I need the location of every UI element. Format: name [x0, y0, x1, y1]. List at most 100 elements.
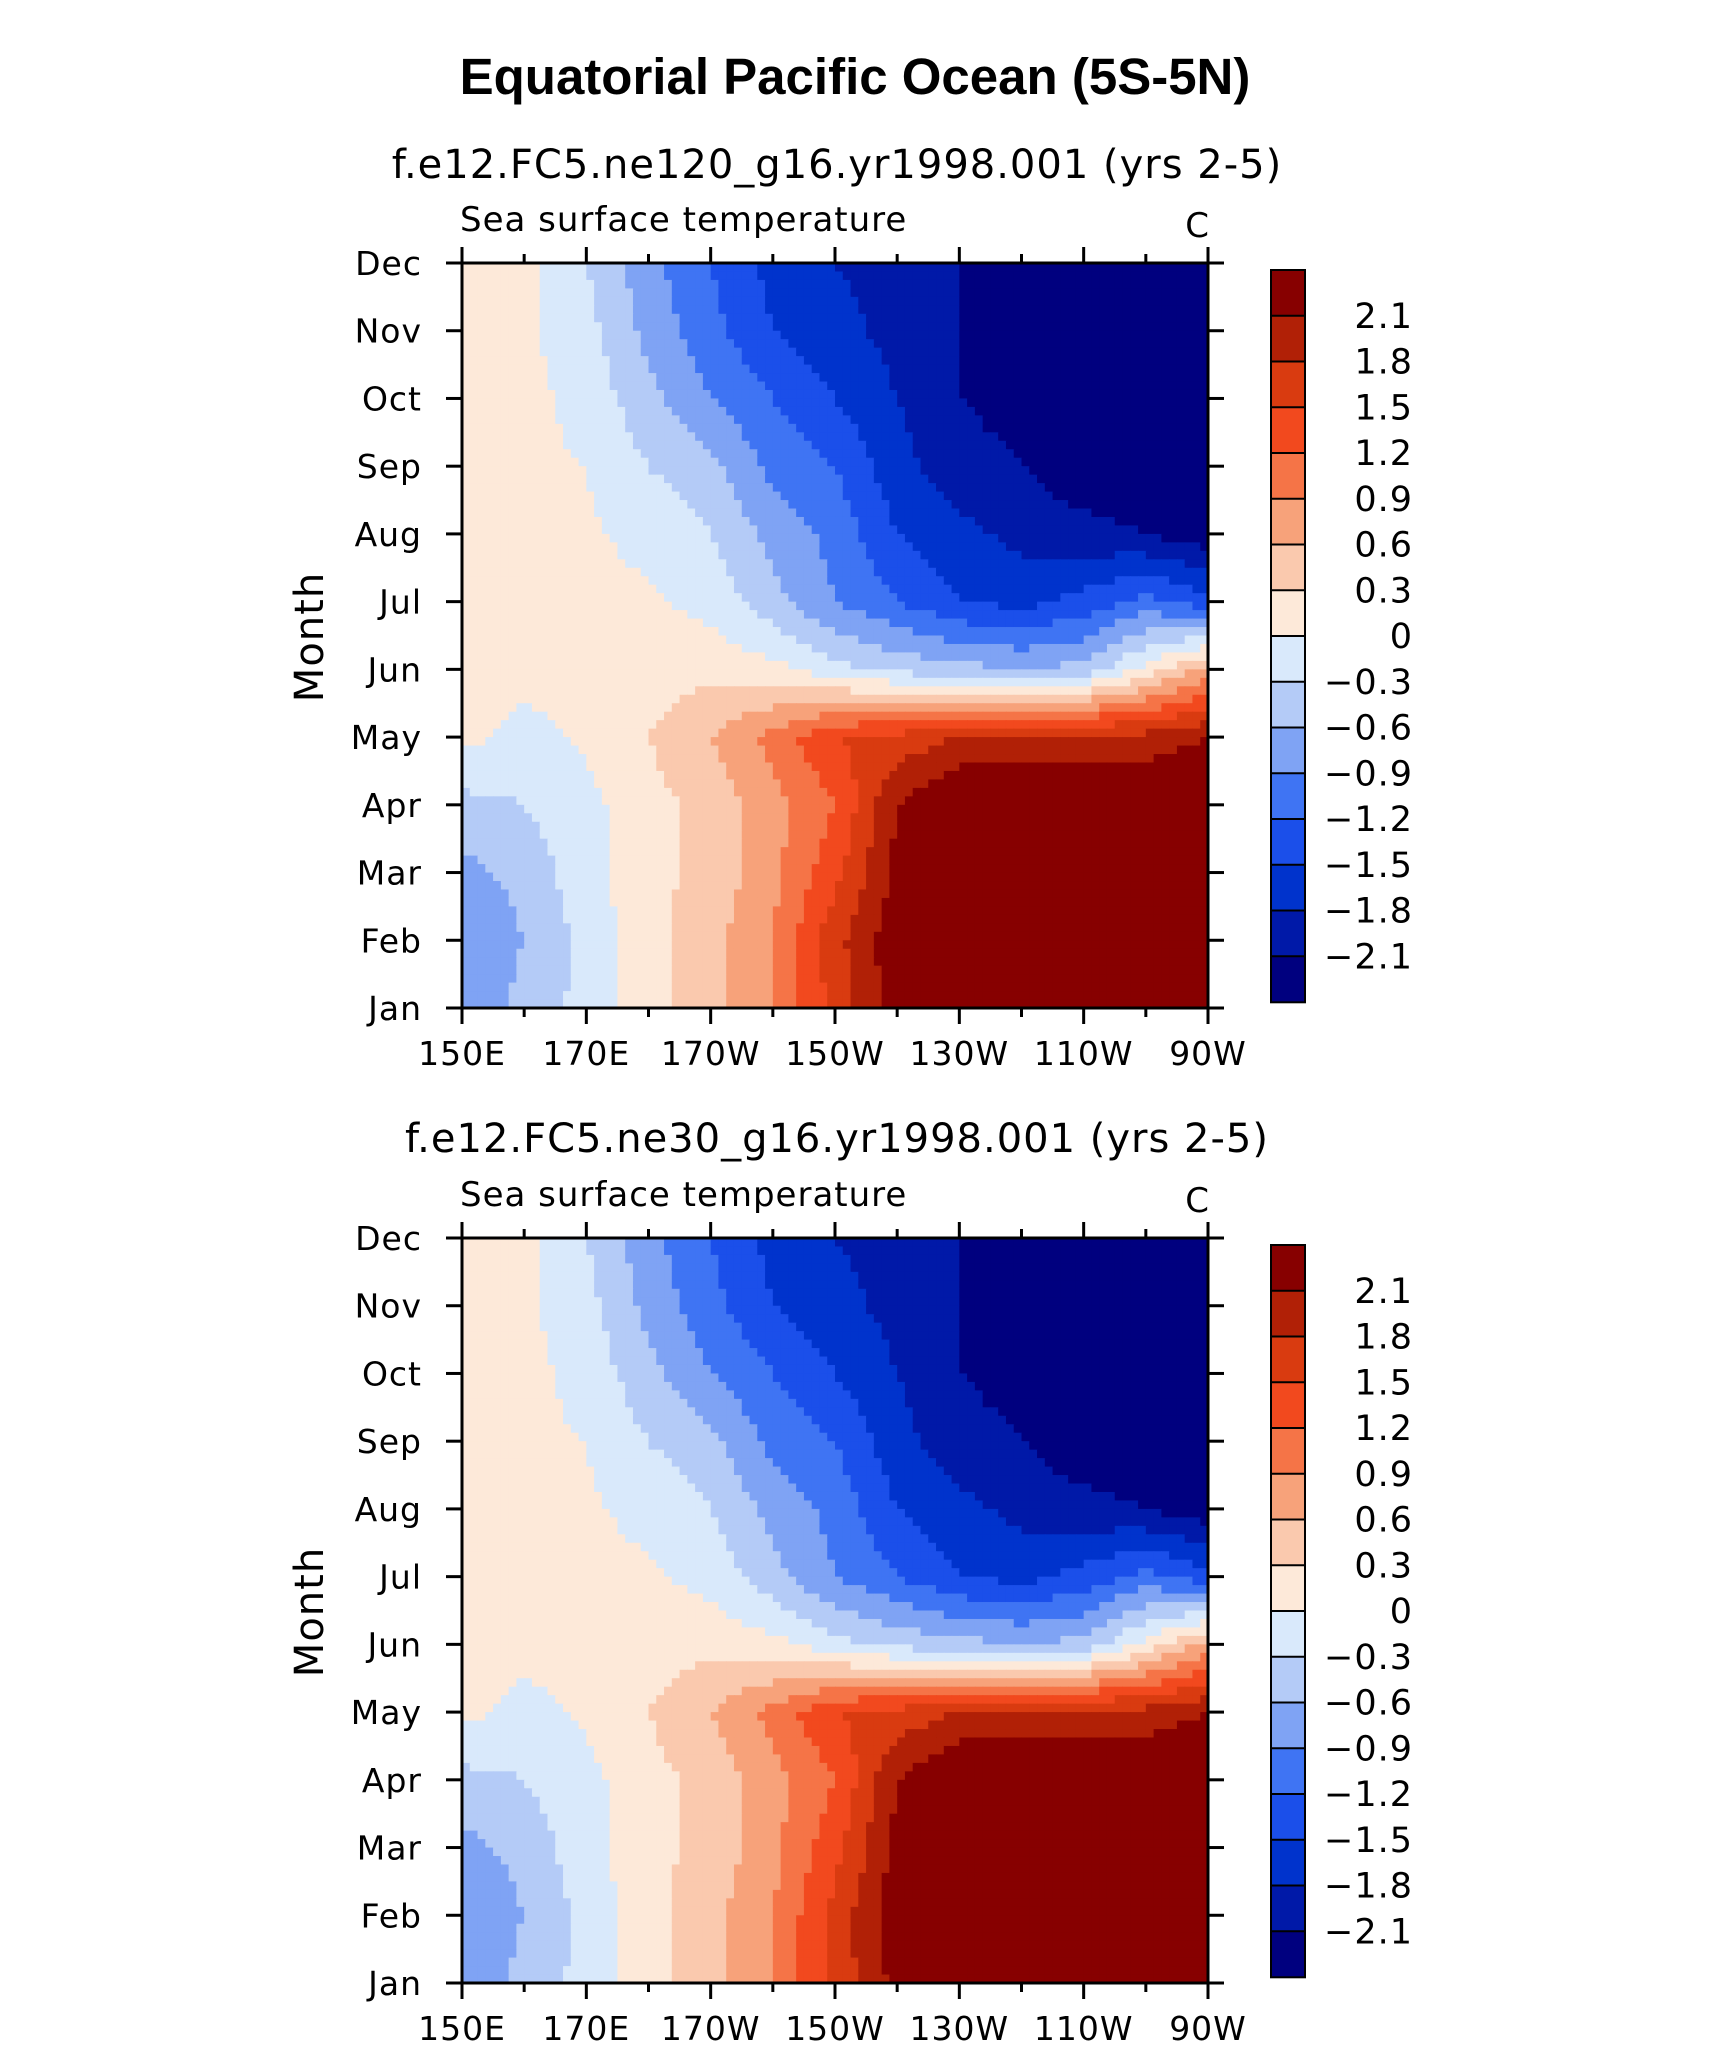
contour-cell — [974, 550, 984, 560]
contour-cell — [469, 364, 479, 374]
contour-cell — [788, 550, 797, 560]
contour-cell — [990, 643, 999, 654]
contour-cell — [1192, 296, 1201, 306]
contour-cell — [835, 635, 844, 645]
contour-cell — [687, 296, 696, 306]
contour-cell — [469, 288, 479, 298]
contour-cell — [772, 669, 782, 679]
contour-cell — [1169, 423, 1178, 433]
contour-cell — [1052, 584, 1061, 594]
contour-cell — [671, 500, 681, 510]
contour-cell — [974, 491, 984, 501]
contour-cell — [1068, 279, 1077, 289]
contour-cell — [1184, 364, 1194, 374]
contour-cell — [570, 508, 580, 518]
contour-cell — [1176, 660, 1186, 670]
contour-cell — [1130, 483, 1139, 493]
contour-cell — [936, 584, 945, 594]
contour-cell — [1161, 669, 1170, 679]
contour-cell — [1083, 550, 1093, 560]
contour-cell — [500, 483, 510, 493]
contour-cell — [586, 508, 595, 518]
contour-cell — [873, 406, 883, 416]
contour-cell — [850, 601, 859, 611]
contour-cell — [936, 449, 945, 459]
contour-cell — [687, 389, 696, 400]
contour-cell — [1106, 559, 1116, 569]
contour-cell — [1122, 322, 1131, 332]
contour-cell — [912, 449, 922, 459]
contour-cell — [943, 423, 953, 433]
contour-cell — [733, 618, 743, 628]
contour-cell — [1169, 313, 1178, 323]
contour-cell — [469, 474, 479, 484]
contour-cell — [601, 381, 611, 391]
contour-cell — [1091, 288, 1100, 298]
contour-cell — [928, 373, 937, 383]
contour-cell — [1091, 322, 1100, 332]
contour-cell — [625, 542, 634, 552]
contour-cell — [718, 305, 727, 315]
contour-cell — [710, 440, 720, 450]
contour-cell — [1099, 313, 1108, 323]
contour-cell — [539, 660, 549, 670]
contour-cell — [819, 406, 828, 416]
contour-cell — [1068, 677, 1077, 687]
contour-cell — [539, 601, 549, 611]
contour-cell — [1114, 550, 1124, 560]
contour-cell — [881, 423, 890, 433]
contour-cell — [1106, 313, 1116, 323]
contour-cell — [687, 288, 696, 298]
contour-cell — [469, 525, 479, 535]
contour-cell — [1169, 432, 1178, 442]
contour-cell — [1153, 525, 1162, 535]
contour-cell — [500, 313, 510, 323]
contour-cell — [757, 474, 766, 484]
contour-cell — [819, 483, 828, 493]
contour-cell — [524, 516, 533, 527]
contour-cell — [1138, 491, 1147, 501]
contour-cell — [733, 660, 743, 670]
contour-cell — [695, 296, 704, 306]
contour-cell — [1060, 474, 1069, 484]
contour-cell — [578, 381, 587, 391]
contour-cell — [710, 296, 720, 306]
contour-cell — [524, 652, 533, 662]
contour-cell — [726, 415, 735, 425]
contour-cell — [710, 322, 720, 332]
contour-cell — [609, 322, 619, 332]
contour-cell — [1153, 356, 1162, 366]
contour-cell — [617, 474, 626, 484]
contour-cell — [516, 423, 525, 433]
contour-cell — [1200, 347, 1209, 357]
contour-cell — [943, 406, 953, 416]
contour-cell — [959, 339, 968, 349]
contour-cell — [531, 398, 541, 408]
contour-cell — [1192, 457, 1201, 467]
contour-cell — [1044, 313, 1054, 323]
contour-cell — [524, 373, 533, 383]
contour-cell — [1192, 669, 1201, 679]
contour-cell — [609, 660, 619, 670]
contour-cell — [811, 610, 821, 620]
contour-cell — [858, 356, 867, 366]
contour-cell — [625, 373, 634, 383]
contour-cell — [710, 576, 720, 586]
contour-cell — [656, 516, 665, 527]
contour-cell — [889, 677, 898, 687]
contour-cell — [1052, 288, 1061, 298]
contour-cell — [648, 440, 657, 450]
contour-cell — [710, 652, 720, 662]
contour-cell — [1145, 330, 1155, 340]
contour-cell — [889, 415, 898, 425]
contour-cell — [819, 296, 828, 306]
contour-cell — [1169, 627, 1178, 637]
contour-cell — [1184, 677, 1194, 687]
contour-cell — [539, 584, 549, 594]
contour-cell — [873, 457, 883, 467]
contour-cell — [733, 406, 743, 416]
contour-cell — [1192, 635, 1201, 645]
contour-cell — [500, 593, 510, 603]
contour-cell — [827, 525, 836, 535]
contour-cell — [594, 567, 603, 577]
